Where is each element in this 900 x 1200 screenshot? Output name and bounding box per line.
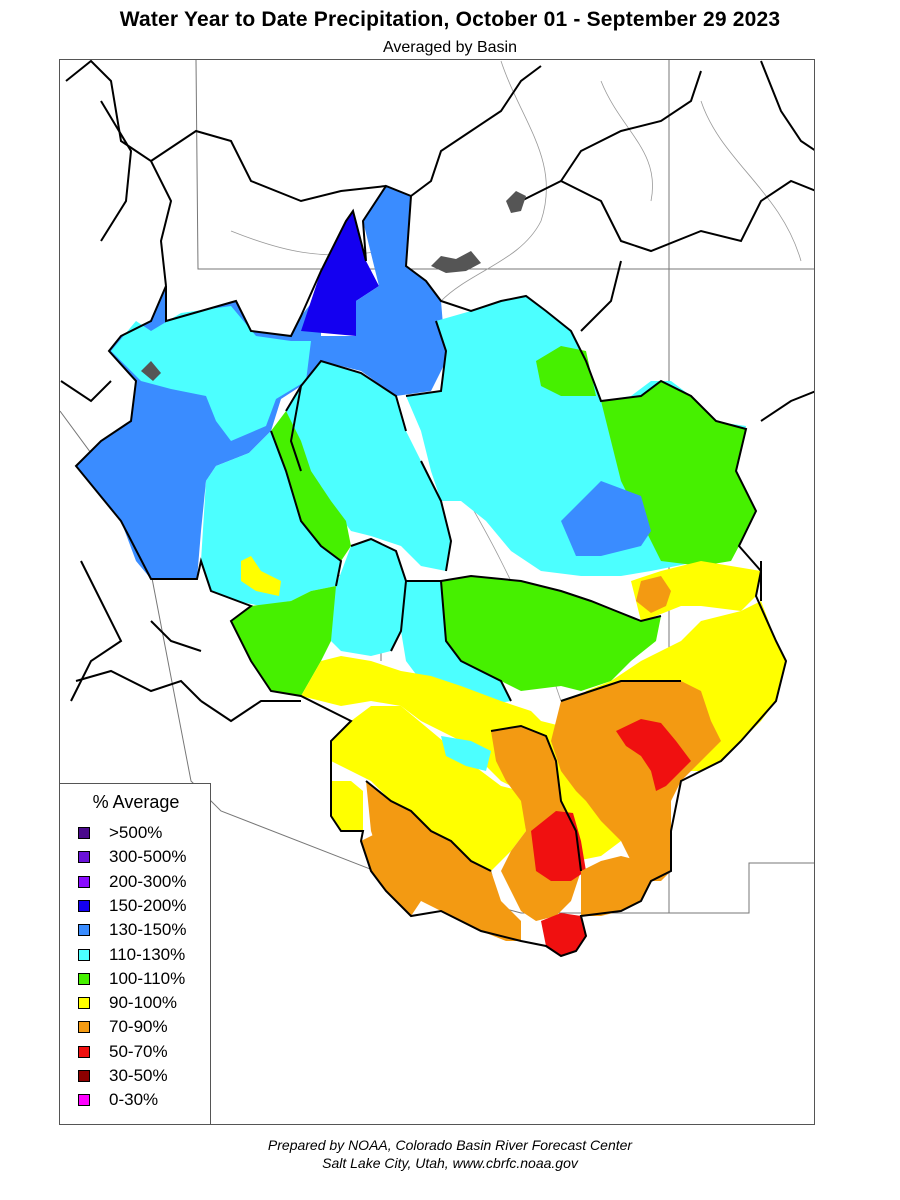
legend-swatch [78, 875, 90, 888]
legend-label: 200-300% [109, 871, 187, 891]
legend: % Average >500% 300-500% 200-300% 150-200% 1… [59, 783, 211, 1125]
legend-swatch [78, 972, 90, 985]
lakes [141, 191, 526, 381]
legend-label: 130-150% [109, 920, 187, 940]
basin-salt-red [531, 811, 586, 881]
legend-swatch [78, 1094, 90, 1107]
legend-label: 150-200% [109, 895, 187, 915]
basin-colorado-upper [601, 381, 756, 566]
legend-label: 70-90% [109, 1017, 168, 1037]
legend-label: 110-130% [109, 944, 186, 964]
basin-price [286, 361, 451, 571]
legend-swatch [78, 948, 90, 961]
legend-label: 30-50% [109, 1066, 168, 1085]
basin-little-colorado [551, 681, 721, 881]
basin-gila-west [366, 781, 521, 941]
basin-dolores [441, 576, 661, 691]
basin-yampa-green [536, 346, 596, 396]
basin-outlines [74, 184, 788, 958]
basin-upper-green [301, 211, 379, 336]
basin-san-rafael [271, 411, 351, 561]
basin-duchesne [111, 306, 311, 441]
map-subtitle: Averaged by Basin [382, 39, 517, 56]
legend-label: 0-30% [109, 1090, 159, 1110]
legend-swatch [78, 1045, 90, 1058]
basin-glen-canyon [301, 601, 786, 861]
basin-fremont [231, 586, 341, 696]
legend-swatch [78, 997, 90, 1010]
legend-swatch [78, 1070, 90, 1082]
map-panel[interactable] [59, 59, 815, 1125]
basin-green-river [321, 186, 446, 396]
legend-swatch [78, 851, 90, 864]
basin-regions [76, 186, 786, 956]
legend-swatch [78, 827, 90, 839]
legend-label: 90-100% [109, 993, 178, 1013]
credit-line-2: Salt Lake City, Utah, www.cbrfc.noaa.gov [322, 1155, 578, 1171]
legend-label: 50-70% [109, 1041, 168, 1061]
basin-escalante [201, 431, 341, 606]
legend-label: 100-110% [109, 968, 186, 988]
outer-basin-outlines [60, 60, 814, 723]
credit-line-1: Prepared by NOAA, Colorado Basin River F… [267, 1137, 633, 1153]
basin-bill-williams [331, 781, 363, 831]
legend-swatch [78, 899, 90, 912]
basin-little-colorado-red [616, 719, 691, 791]
legend-swatch [78, 1021, 90, 1034]
basin-lower-yellow [241, 556, 281, 596]
basin-gila-east [581, 856, 651, 916]
legend-title: % Average [92, 792, 180, 812]
legend-swatch [78, 924, 90, 937]
legend-label: 300-500% [109, 847, 187, 867]
legend-label: >500% [109, 823, 163, 842]
basin-gila-south [361, 831, 431, 916]
basin-verde-cyan [441, 736, 491, 771]
basin-colorado-upper-b [561, 481, 651, 556]
basin-dirty-devil [331, 539, 406, 656]
basin-gunnison [401, 581, 511, 706]
basin-san-juan-orange [636, 576, 671, 613]
basin-gila-red [541, 913, 586, 956]
basin-verde [331, 706, 526, 871]
basin-map[interactable] [60, 60, 815, 1125]
map-title: Water Year to Date Precipitation, Octobe… [119, 8, 781, 31]
